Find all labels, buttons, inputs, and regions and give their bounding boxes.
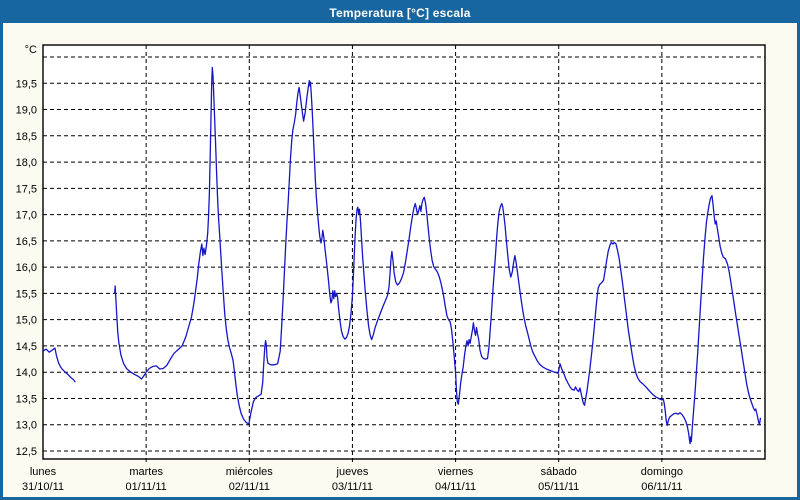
window-title: Temperatura [°C] escala bbox=[329, 6, 471, 20]
temperature-chart: °C 19,5 19,0 18,5 18,0 17,5 17,0 16,5 16,0 15,5 15… bbox=[16, 44, 766, 493]
x-day-date-label: 06/11/11 bbox=[641, 481, 682, 493]
y-tick-label: 17,5 bbox=[16, 183, 37, 195]
title-bar: Temperatura [°C] escala bbox=[3, 3, 797, 23]
x-day-name-label: domingo bbox=[641, 466, 683, 478]
x-day-name-label: martes bbox=[129, 466, 163, 478]
y-tick-label: 18,5 bbox=[16, 131, 37, 143]
x-day-name-label: jueves bbox=[336, 466, 369, 478]
x-day-date-label: 31/10/11 bbox=[22, 481, 64, 493]
y-tick-label: 13,0 bbox=[16, 420, 37, 432]
y-tick-label: 16,0 bbox=[16, 262, 37, 274]
x-day-name-label: miércoles bbox=[226, 466, 274, 478]
x-day-date-label: 05/11/11 bbox=[538, 481, 579, 493]
y-tick-label: 13,5 bbox=[16, 393, 37, 405]
y-tick-label: 14,0 bbox=[16, 367, 37, 379]
y-tick-label: 16,5 bbox=[16, 236, 37, 248]
x-day-date-label: 02/11/11 bbox=[229, 481, 270, 493]
temperature-line bbox=[114, 66, 762, 445]
y-tick-label: 19,0 bbox=[16, 105, 37, 117]
x-day-name-label: lunes bbox=[30, 466, 57, 478]
y-axis-unit-label: °C bbox=[25, 44, 37, 56]
x-day-date-label: 01/11/11 bbox=[126, 481, 167, 493]
y-tick-label: 14,5 bbox=[16, 341, 37, 353]
y-tick-label: 15,5 bbox=[16, 288, 37, 300]
x-day-date-label: 04/11/11 bbox=[435, 481, 476, 493]
x-day-name-label: viernes bbox=[438, 466, 474, 478]
y-tick-label: 18,0 bbox=[16, 157, 37, 169]
y-tick-label: 17,0 bbox=[16, 210, 37, 222]
chart-area: °C 19,5 19,0 18,5 18,0 17,5 17,0 16,5 16,0 15,5 15… bbox=[3, 23, 797, 497]
plot-background bbox=[43, 45, 765, 459]
plot-border bbox=[42, 44, 766, 460]
x-day-date-label: 03/11/11 bbox=[332, 481, 373, 493]
y-tick-label: 19,5 bbox=[16, 78, 37, 90]
y-tick-label: 15,0 bbox=[16, 315, 37, 327]
y-tick-label: 12,5 bbox=[16, 446, 37, 458]
temperature-line bbox=[42, 347, 76, 383]
x-day-name-label: sábado bbox=[541, 466, 577, 478]
